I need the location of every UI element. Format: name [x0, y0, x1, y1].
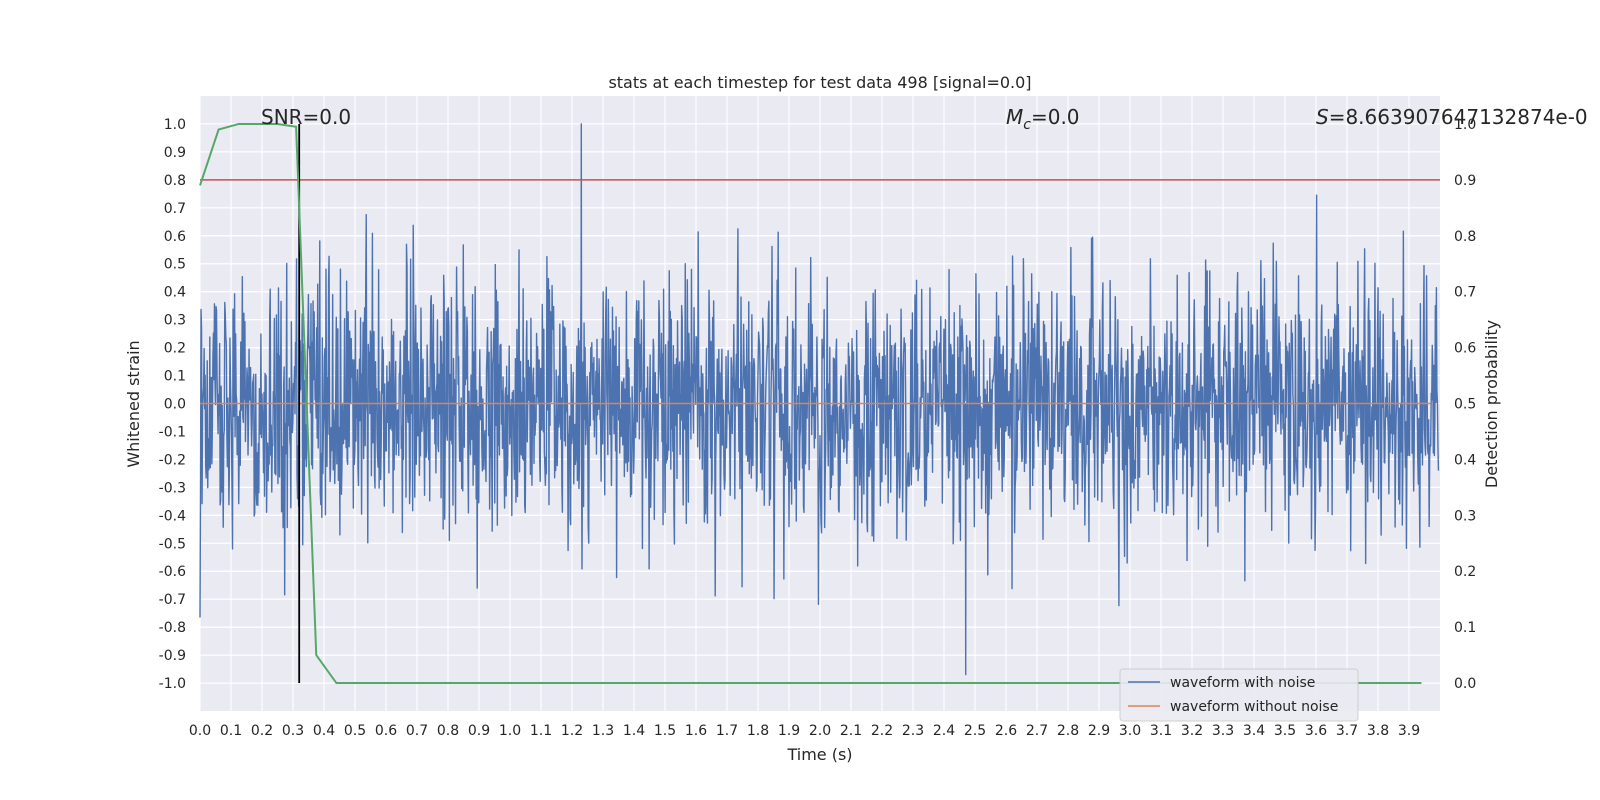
series-detection-probability: [199, 122, 1422, 685]
legend-box: [1119, 668, 1359, 722]
x-tick-label: 2.6: [995, 723, 1017, 739]
y-tick-label: -0.7: [159, 592, 186, 608]
x-tick-label: 0.7: [406, 723, 428, 739]
x-tick-label: 1.1: [530, 723, 552, 739]
y2-tick-label: 1.0: [1454, 117, 1476, 133]
y-tick-labels: 1.0 0.9 0.8 0.7 0.6 0.5 0.4 0.3 0.2 0.1 0.0 -0.1 -0.…: [159, 117, 186, 692]
s-value: =8.663907647132874e-0: [1329, 105, 1588, 129]
chart-title: stats at each timestep for test data 498…: [608, 73, 1031, 92]
x-tick-label: 0.6: [375, 723, 397, 739]
x-tick-label: 1.9: [778, 723, 800, 739]
series-waveform-with-noise: [199, 123, 1440, 676]
x-tick-label: 2.0: [809, 723, 831, 739]
mc-symbol: M: [1006, 105, 1023, 129]
x-tick-label: 3.3: [1212, 723, 1234, 739]
x-tick-label: 1.8: [747, 723, 769, 739]
y-tick-label: 0.8: [164, 173, 186, 189]
y-tick-label: 0.3: [164, 313, 186, 329]
y-tick-label: 0.0: [164, 397, 186, 413]
x-tick-label: 3.6: [1305, 723, 1327, 739]
x-tick-label: 2.8: [1057, 723, 1079, 739]
x-tick-label: 1.6: [685, 723, 707, 739]
snr-annotation: SNR=0.0: [261, 105, 351, 129]
y-tick-label: 0.2: [164, 341, 186, 357]
x-tick-label: 2.9: [1088, 723, 1110, 739]
y2-tick-label: 0.5: [1454, 397, 1476, 413]
x-tick-label: 0.9: [468, 723, 490, 739]
y-tick-label: -1.0: [159, 676, 186, 692]
x-tick-label: 1.3: [592, 723, 614, 739]
legend-label-clean: waveform without noise: [1170, 699, 1338, 715]
x-tick-label: 0.4: [313, 723, 335, 739]
x-tick-label: 0.1: [220, 723, 242, 739]
y-tick-label: -0.3: [159, 480, 186, 496]
y-tick-label: 0.5: [164, 257, 186, 273]
y2-tick-label: 0.3: [1454, 508, 1476, 524]
y2-tick-label: 0.4: [1454, 452, 1476, 468]
x-tick-label: 3.9: [1398, 723, 1420, 739]
y-tick-label: -0.2: [159, 452, 186, 468]
y-tick-label: -0.1: [159, 424, 186, 440]
waveform-with-noise-line: [199, 123, 1440, 676]
y-tick-label: 1.0: [164, 117, 186, 133]
x-tick-label: 0.3: [282, 723, 304, 739]
y-tick-label: -0.4: [159, 508, 186, 524]
x-tick-label: 3.8: [1367, 723, 1389, 739]
x-tick-label: 3.0: [1119, 723, 1141, 739]
y-tick-label: 0.7: [164, 201, 186, 217]
x-tick-label: 3.5: [1274, 723, 1296, 739]
y2-tick-label: 0.1: [1454, 620, 1476, 636]
y-tick-label: -0.9: [159, 648, 186, 664]
x-tick-label: 0.0: [189, 723, 211, 739]
detection-probability-line: [199, 122, 1422, 685]
x-tick-label: 1.5: [654, 723, 676, 739]
y-tick-label: -0.8: [159, 620, 186, 636]
x-tick-label: 1.7: [716, 723, 738, 739]
x-tick-label: 2.4: [933, 723, 955, 739]
s-symbol: S: [1316, 105, 1329, 129]
x-tick-label: 2.7: [1026, 723, 1048, 739]
y2-tick-label: 0.7: [1454, 285, 1476, 301]
x-tick-label: 3.4: [1243, 723, 1265, 739]
y2-tick-label: 0.6: [1454, 341, 1476, 357]
x-tick-label: 1.0: [499, 723, 521, 739]
mc-value: =0.0: [1031, 105, 1080, 129]
legend: waveform with noise waveform without noi…: [1119, 668, 1359, 722]
y-tick-label: 0.6: [164, 229, 186, 245]
x-axis-label: Time (s): [786, 745, 852, 764]
x-tick-label: 1.4: [623, 723, 645, 739]
y-tick-label: -0.5: [159, 536, 186, 552]
mc-subscript: c: [1023, 117, 1031, 133]
y-tick-label: 0.4: [164, 285, 186, 301]
s-annotation: S=8.663907647132874e-0: [1316, 105, 1588, 129]
y2-tick-label: 0.2: [1454, 564, 1476, 580]
x-tick-label: 3.2: [1181, 723, 1203, 739]
y2-tick-label: 0.8: [1454, 229, 1476, 245]
y-axis-label: Whitened strain: [124, 340, 143, 467]
legend-label-noise: waveform with noise: [1170, 675, 1315, 691]
x-tick-label: 2.2: [871, 723, 893, 739]
x-tick-label: 3.7: [1336, 723, 1358, 739]
x-tick-label: 1.2: [561, 723, 583, 739]
mc-annotation: Mc=0.0: [1006, 105, 1080, 133]
x-tick-label: 0.5: [344, 723, 366, 739]
x-tick-labels: 0.0 0.1 0.2 0.3 0.4 0.5 0.6 0.7 0.8 0.9 1.0 1.1 1.2 1…: [189, 723, 1420, 739]
y2-tick-label: 0.0: [1454, 676, 1476, 692]
y2-axis-label: Detection probability: [1482, 320, 1501, 488]
x-tick-label: 2.1: [840, 723, 862, 739]
x-tick-label: 0.8: [437, 723, 459, 739]
x-tick-label: 2.3: [902, 723, 924, 739]
y-tick-label: -0.6: [159, 564, 186, 580]
y2-tick-labels: 1.0 0.9 0.8 0.7 0.6 0.5 0.4 0.3 0.2 0.1 0.0: [1454, 117, 1476, 692]
y-tick-label: 0.1: [164, 369, 186, 385]
x-tick-label: 3.1: [1150, 723, 1172, 739]
x-tick-label: 2.5: [964, 723, 986, 739]
y2-tick-label: 0.9: [1454, 173, 1476, 189]
y-tick-label: 0.9: [164, 145, 186, 161]
x-tick-label: 0.2: [251, 723, 273, 739]
